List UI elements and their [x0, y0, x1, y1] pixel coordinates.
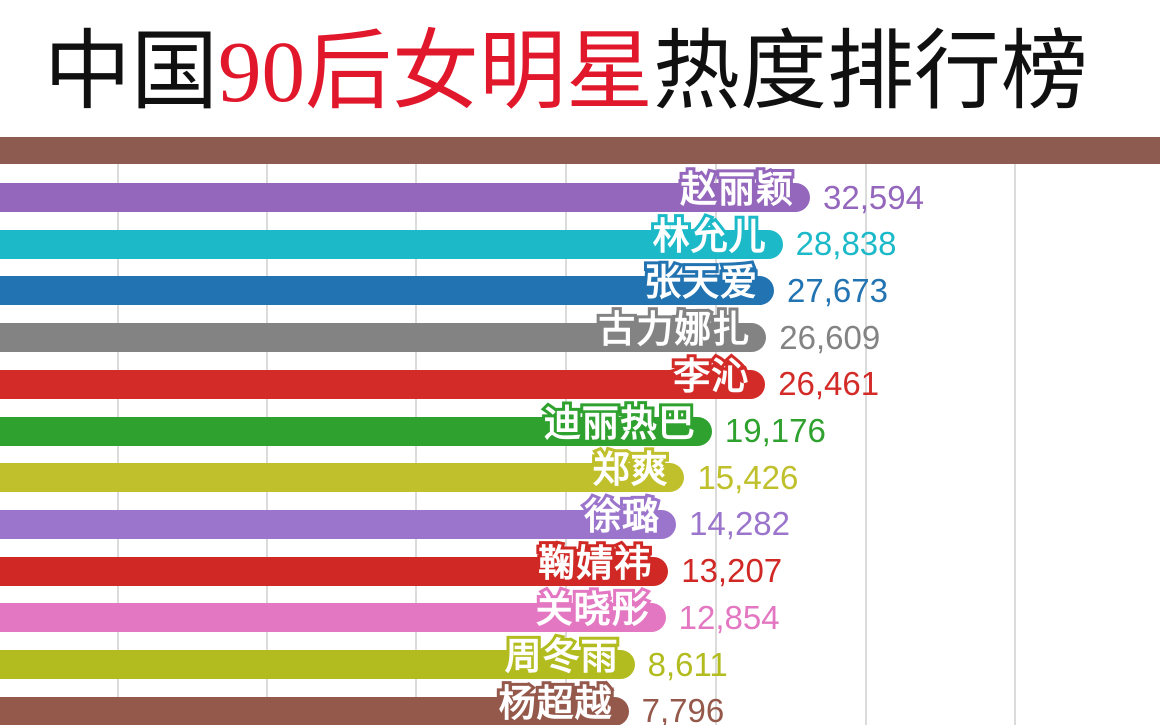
- bar: [0, 369, 766, 399]
- bar-value-label: 26,461: [778, 365, 880, 403]
- bar-name-outline: 迪丽热巴: [541, 402, 698, 445]
- title-segment-black-left: 中国: [44, 23, 218, 120]
- bar-name-text: 关晓彤: [535, 589, 650, 631]
- bar-name-text: 鞠婧祎: [538, 542, 653, 584]
- bar: [0, 463, 685, 493]
- bar-name-text: 迪丽热巴: [543, 402, 696, 444]
- bar-value-label: 8,611: [647, 645, 728, 683]
- bar-name-text: 林允儿: [652, 215, 767, 257]
- bar-value-label: 13,207: [681, 552, 783, 590]
- bar-value-label: 28,838: [795, 225, 897, 263]
- bar-name-label: 张天爱 张天爱: [641, 261, 760, 304]
- title-segment-black-right: 热度排行榜: [653, 23, 1088, 120]
- bar-name-outline: 徐璐: [581, 495, 662, 538]
- bar-name-outline: 关晓彤: [533, 588, 652, 631]
- gridline: [715, 164, 717, 725]
- bar-name-label: 迪丽热巴 迪丽热巴: [541, 402, 698, 445]
- bar-name-label: 郑爽 郑爽: [589, 448, 670, 491]
- bar-name-outline: 赵丽颖: [677, 168, 796, 211]
- bar-name-label: 杨超越 杨超越: [496, 682, 615, 725]
- bar-value-label: 19,176: [724, 412, 826, 449]
- bar-value-label: 32,594: [823, 178, 924, 216]
- offscreen-leader-bar: [0, 137, 1160, 164]
- bar-name-label: 徐璐 徐璐: [581, 495, 662, 538]
- bar-value-label: 12,854: [678, 598, 780, 636]
- bar-name-outline: 杨超越: [496, 682, 615, 725]
- bar-name-outline: 古力娜扎: [595, 308, 752, 351]
- bar-name-outline: 林允儿: [650, 215, 769, 258]
- bar-name-label: 关晓彤 关晓彤: [533, 588, 652, 631]
- bar: [0, 650, 635, 679]
- title-segment-red: 90后女明星: [218, 23, 653, 120]
- bar-name-outline: 郑爽: [589, 448, 670, 491]
- bar-name-label: 鞠婧祎 鞠婧祎: [535, 542, 654, 585]
- bar-name-label: 古力娜扎 古力娜扎: [595, 308, 752, 351]
- bar: [0, 509, 677, 539]
- bar-name-outline: 周冬雨: [502, 635, 621, 678]
- bar-name-text: 赵丽颖: [680, 169, 795, 210]
- bar-value-label: 7,796: [641, 692, 725, 725]
- bar-name-text: 郑爽: [592, 449, 669, 491]
- bar-name-outline: 张天爱: [641, 261, 760, 304]
- bar-name-label: 李沁 李沁: [670, 355, 751, 398]
- bar-name-outline: 鞠婧祎: [535, 542, 654, 585]
- bar-value-label: 15,426: [697, 458, 799, 496]
- bar-name-outline: 李沁: [670, 355, 751, 398]
- bar: [0, 276, 775, 306]
- bar: [0, 229, 783, 259]
- bar: [0, 323, 767, 353]
- bar: [0, 603, 666, 633]
- bar: [0, 416, 712, 446]
- bar-name-label: 赵丽颖 赵丽颖: [677, 168, 796, 211]
- bar-name-text: 李沁: [673, 355, 750, 397]
- bar-name-text: 张天爱: [644, 262, 759, 304]
- bar-value-label: 26,609: [779, 318, 881, 356]
- gridline: [1014, 164, 1016, 725]
- bar-name-text: 徐璐: [584, 495, 661, 537]
- gridline: [865, 164, 867, 725]
- bar-value-label: 14,282: [689, 505, 791, 543]
- bar: [0, 183, 811, 212]
- bar-name-text: 周冬雨: [504, 636, 619, 677]
- bar-value-label: 27,673: [787, 271, 888, 309]
- bar: [0, 696, 629, 725]
- bar: [0, 556, 669, 586]
- bar-name-label: 林允儿 林允儿: [650, 215, 769, 258]
- bar-name-label: 周冬雨 周冬雨: [502, 635, 621, 678]
- page-title: 中国90后女明星热度排行榜: [0, 22, 1132, 122]
- bar-name-text: 杨超越: [498, 682, 613, 724]
- bar-name-text: 古力娜扎: [598, 309, 751, 351]
